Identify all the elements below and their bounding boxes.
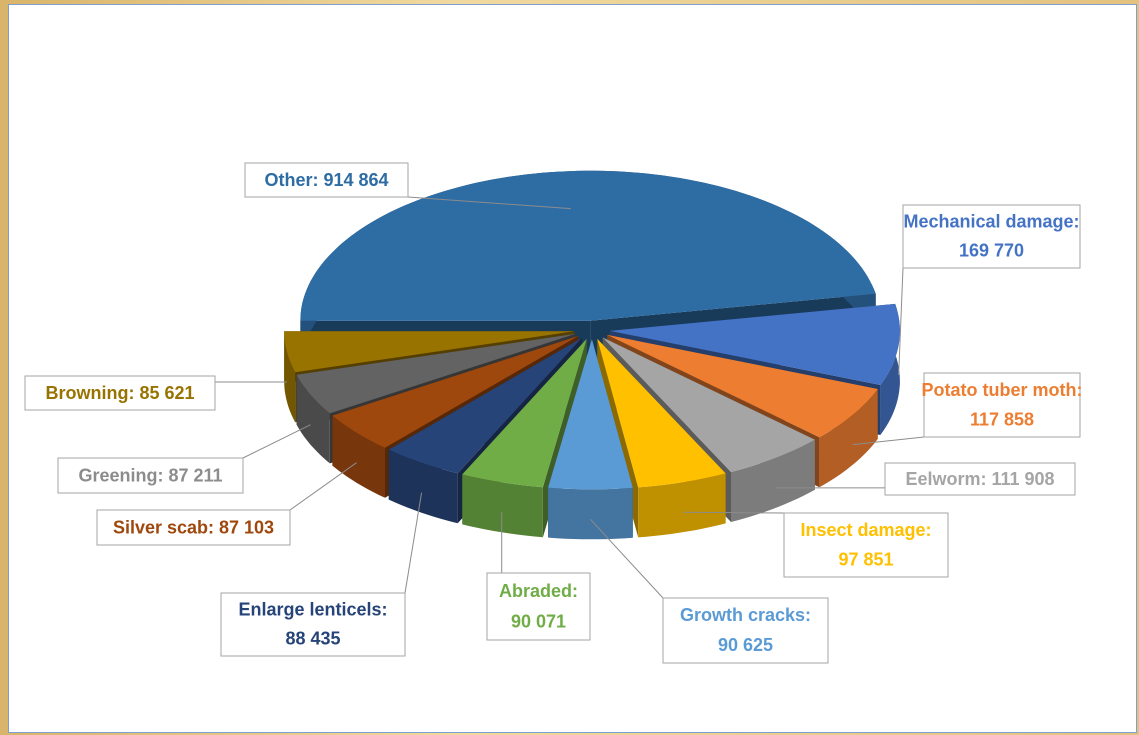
label-box [57, 457, 244, 494]
value-label: 85 621 [139, 383, 194, 403]
slice [332, 336, 579, 448]
data-label: Silver scab: 87 103 [113, 517, 274, 537]
data-label: Mechanical damage: 169 770 [903, 211, 1079, 260]
slice [597, 338, 726, 488]
data-label: Greening: 87 211 [78, 465, 222, 485]
data-label: Growth cracks: 90 625 [680, 605, 811, 655]
slice [300, 170, 876, 321]
label-box [783, 512, 949, 578]
leader-line [590, 518, 664, 599]
slice [462, 338, 587, 488]
label-box [244, 162, 409, 198]
value-label: 169 770 [959, 240, 1024, 260]
value-label: 90 071 [511, 611, 566, 631]
category-label: Other: [264, 170, 318, 190]
data-label: Insect damage: 97 851 [800, 520, 931, 569]
leader-line [289, 462, 357, 511]
slice [548, 339, 633, 490]
slice-side [548, 487, 633, 540]
data-label: Abraded: 90 071 [499, 581, 578, 632]
leader-line [404, 492, 423, 594]
slice [609, 303, 900, 385]
label-box [96, 509, 291, 546]
category-label: Potato tuber moth: [922, 380, 1083, 400]
category-label: Eelworm: [905, 469, 986, 489]
category-label: Insect damage: [800, 520, 931, 540]
category-label: Silver scab: [113, 517, 214, 537]
label-box [662, 597, 829, 664]
slice-side [462, 474, 543, 538]
slice [602, 337, 815, 472]
slice-side [332, 415, 385, 498]
category-label: Abraded: [499, 581, 578, 601]
value-label: 87 103 [219, 517, 274, 537]
label-box [486, 572, 591, 641]
value-label: 117 858 [970, 409, 1034, 429]
leader-line [682, 511, 785, 514]
slice-side [731, 439, 815, 522]
slice-side [296, 374, 330, 464]
slice [296, 333, 576, 414]
category-label: Growth cracks: [680, 605, 811, 625]
category-label: Enlarge lenticels: [238, 599, 387, 619]
slice-side [388, 449, 458, 524]
data-label: Potato tuber moth: 117 858 [922, 380, 1083, 429]
label-box [220, 592, 406, 657]
value-label: 914 864 [323, 170, 388, 190]
data-label: Eelworm: 111 908 [905, 469, 1054, 489]
value-label: 88 435 [285, 628, 340, 648]
slice-side [284, 331, 296, 423]
data-label: Browning: 85 621 [45, 383, 194, 403]
value-label: 97 851 [838, 549, 893, 569]
slice-side [880, 303, 900, 435]
category-label: Mechanical damage: [903, 211, 1079, 231]
label-box [24, 375, 216, 411]
slice [607, 334, 878, 438]
leader-line [898, 267, 904, 375]
data-label: Other: 914 864 [264, 170, 388, 190]
slice [388, 337, 582, 474]
category-label: Greening: [78, 465, 163, 485]
slice-side [819, 389, 878, 488]
leader-line [242, 424, 311, 459]
slice [284, 331, 575, 373]
label-box [902, 204, 1081, 269]
label-box [923, 372, 1081, 438]
leader-line [407, 196, 571, 210]
slice-wall [296, 333, 576, 425]
category-label: Browning: [45, 383, 134, 403]
value-label: 111 908 [991, 469, 1054, 489]
leader-line [852, 436, 925, 446]
data-label: Enlarge lenticels: 88 435 [238, 599, 387, 648]
value-label: 87 211 [168, 465, 222, 485]
label-box [884, 462, 1076, 496]
slice-side [638, 473, 726, 538]
value-label: 90 625 [718, 635, 773, 655]
